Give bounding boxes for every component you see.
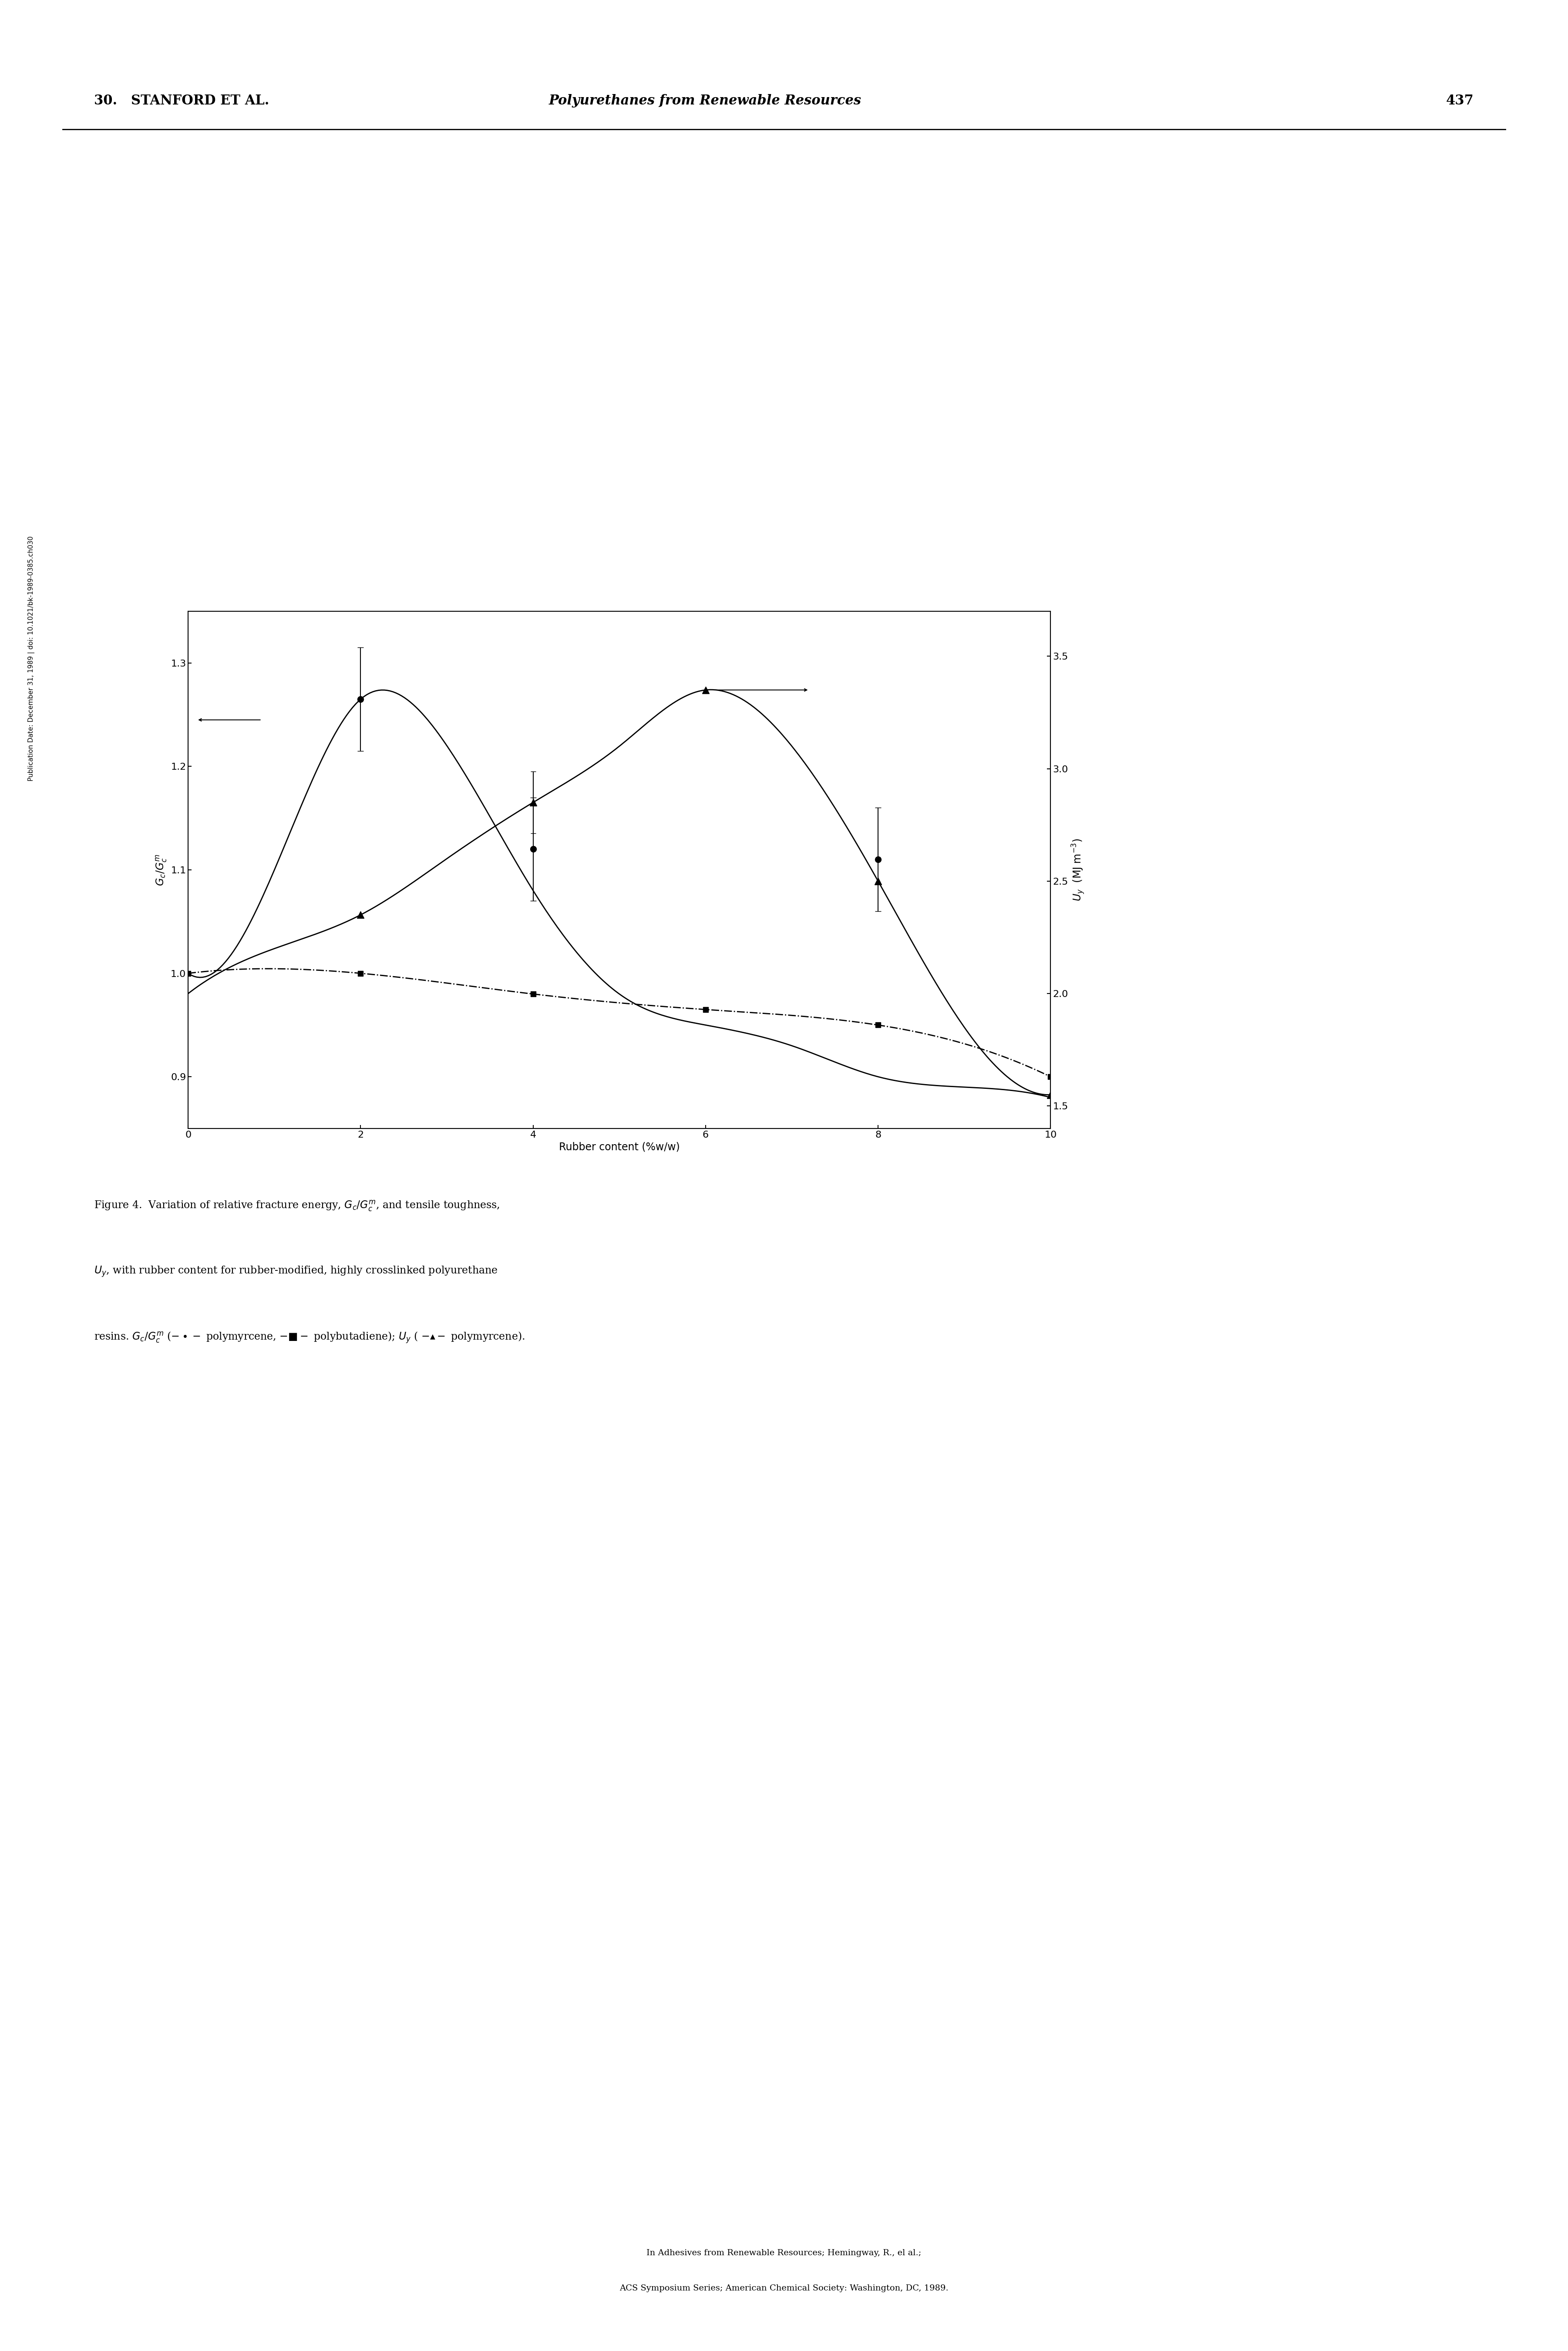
Text: ACS Symposium Series; American Chemical Society: Washington, DC, 1989.: ACS Symposium Series; American Chemical … bbox=[619, 2285, 949, 2292]
Text: resins. $G_c/G_c^m$ ($-\bullet-$ polymyrcene, $-\blacksquare-$ polybutadiene); $: resins. $G_c/G_c^m$ ($-\bullet-$ polymyr… bbox=[94, 1331, 525, 1345]
Text: $U_y$, with rubber content for rubber-modified, highly crosslinked polyurethane: $U_y$, with rubber content for rubber-mo… bbox=[94, 1265, 497, 1279]
Text: Publication Date: December 31, 1989 | doi: 10.1021/bk-1989-0385.ch030: Publication Date: December 31, 1989 | do… bbox=[28, 536, 34, 781]
Y-axis label: $U_y$  (MJ m$^{-3}$): $U_y$ (MJ m$^{-3}$) bbox=[1071, 839, 1087, 900]
X-axis label: Rubber content (%w/w): Rubber content (%w/w) bbox=[558, 1143, 681, 1152]
Text: 30.   STANFORD ET AL.: 30. STANFORD ET AL. bbox=[94, 94, 270, 108]
Text: In Adhesives from Renewable Resources; Hemingway, R., el al.;: In Adhesives from Renewable Resources; H… bbox=[646, 2250, 922, 2257]
Text: 437: 437 bbox=[1446, 94, 1474, 108]
Text: Figure 4.  Variation of relative fracture energy, $G_c/G_c^m$, and tensile tough: Figure 4. Variation of relative fracture… bbox=[94, 1199, 500, 1213]
Y-axis label: $G_c/G_c^m$: $G_c/G_c^m$ bbox=[155, 853, 168, 886]
Text: Polyurethanes from Renewable Resources: Polyurethanes from Renewable Resources bbox=[549, 94, 861, 108]
